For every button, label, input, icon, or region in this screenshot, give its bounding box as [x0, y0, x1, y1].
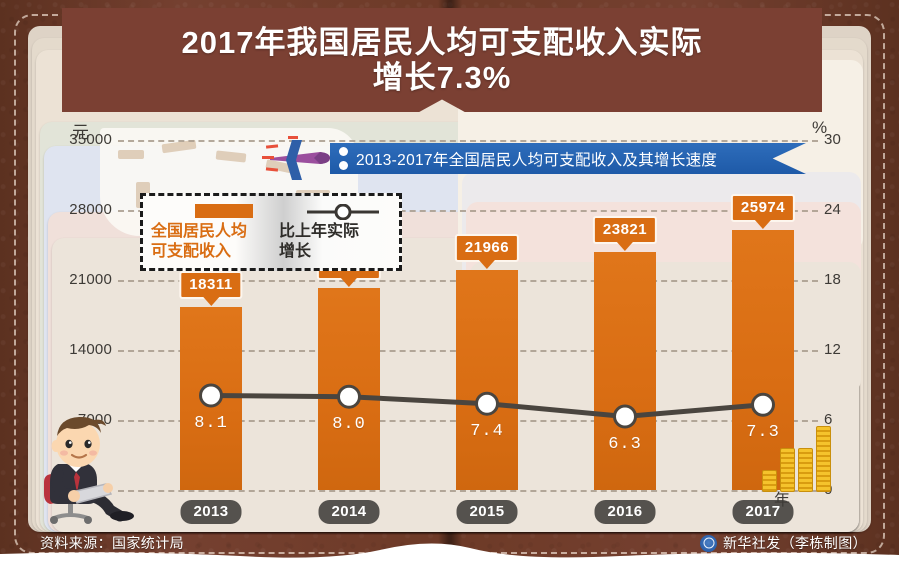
y2-axis-tick-6: 6 — [824, 411, 833, 428]
paper-sheet-right-4 — [470, 262, 861, 392]
y-axis-tick-14000: 14000 — [69, 341, 112, 358]
bar-2017[interactable] — [732, 230, 794, 490]
growth-rate-line — [199, 383, 775, 429]
y2-axis-tick-24: 24 — [824, 201, 842, 218]
gridline-35000 — [118, 140, 818, 142]
gridline-28000 — [118, 210, 818, 212]
x-axis-label-2014[interactable]: 2014 — [318, 500, 380, 524]
credit-text: 新华社发（李栋制图） — [723, 535, 867, 551]
x-axis-label-2016[interactable]: 2016 — [594, 500, 656, 524]
legend-item-growth: 比上年实际 增长 — [271, 196, 399, 261]
bar-group-2016[interactable]: 23821 — [592, 140, 658, 490]
line-value-label-2017: 7.3 — [746, 423, 780, 442]
title-plaque: 2017年我国居民人均可支配收入实际 增长7.3% — [62, 8, 822, 112]
airplane-icon — [262, 136, 330, 180]
line-value-label-2014: 8.0 — [332, 415, 366, 434]
y-axis-tick-28000: 28000 — [69, 201, 112, 218]
legend-line-marker — [305, 203, 381, 221]
legend-label-growth-line2: 增长 — [279, 242, 312, 260]
legend-label-growth-line1: 比上年实际 — [279, 223, 360, 240]
x-axis-unit-label: 年 — [774, 492, 791, 509]
y-axis-tick-21000: 21000 — [69, 271, 112, 288]
bar-value-label-2015: 21966 — [454, 234, 520, 262]
legend-label-income-line1: 全国居民人均 — [151, 223, 248, 240]
page-title-line2: 增长7.3% — [372, 60, 512, 95]
subtitle-banner-text: 2013-2017年全国居民人均可支配收入及其增长速度 — [356, 151, 718, 169]
x-axis-label-2013[interactable]: 2013 — [180, 500, 242, 524]
page-title-line1: 2017年我国居民人均可支配收入实际 — [181, 24, 703, 60]
legend-label-income-line2: 可支配收入 — [151, 242, 232, 260]
y2-axis-tick-30: 30 — [824, 131, 842, 148]
bar-value-label-2013: 18311 — [179, 271, 243, 299]
xinhua-logo-icon — [700, 534, 717, 552]
y-axis-tick-35000: 35000 — [69, 131, 112, 148]
subtitle-banner: 2013-2017年全国居民人均可支配收入及其增长速度 — [330, 143, 806, 174]
banner-dot-bottom — [339, 161, 348, 170]
legend-bar-swatch — [195, 204, 253, 218]
y2-axis-tick-12: 12 — [824, 341, 842, 358]
bar-group-2015[interactable]: 21966 — [454, 140, 520, 490]
credit-note: 新华社发（李栋制图） — [700, 533, 867, 553]
y2-axis-unit-label: % — [812, 118, 828, 137]
bar-group-2017[interactable]: 25974 — [730, 140, 796, 490]
bar-value-label-2016: 23821 — [592, 216, 658, 244]
line-value-label-2015: 7.4 — [470, 422, 504, 441]
chart-plot-area: 35000 28000 21000 14000 7000 0 30 24 18 … — [69, 131, 841, 524]
banner-dot-top — [339, 147, 348, 156]
bar-2016[interactable] — [594, 252, 656, 490]
folder-bottom-curve — [0, 543, 899, 568]
coin-stacks-icon — [762, 420, 836, 492]
y2-axis-tick-18: 18 — [824, 271, 842, 288]
x-axis-label-2017[interactable]: 2017 — [732, 500, 794, 524]
x-axis-label-2015[interactable]: 2015 — [456, 500, 518, 524]
bar-2015[interactable] — [456, 270, 518, 490]
bar-value-label-2017: 25974 — [730, 194, 796, 222]
source-note: 资料来源：国家统计局 — [40, 535, 184, 551]
line-value-label-2013: 8.1 — [194, 414, 228, 433]
gridline-0 — [118, 490, 818, 492]
businessman-illustration — [44, 416, 134, 524]
line-value-label-2016: 6.3 — [608, 435, 642, 454]
y-axis-unit-label: 元 — [72, 123, 89, 142]
legend-item-income: 全国居民人均 可支配收入 — [143, 196, 271, 261]
chart-legend: 全国居民人均 可支配收入 比上年实际 增长 — [140, 193, 402, 271]
